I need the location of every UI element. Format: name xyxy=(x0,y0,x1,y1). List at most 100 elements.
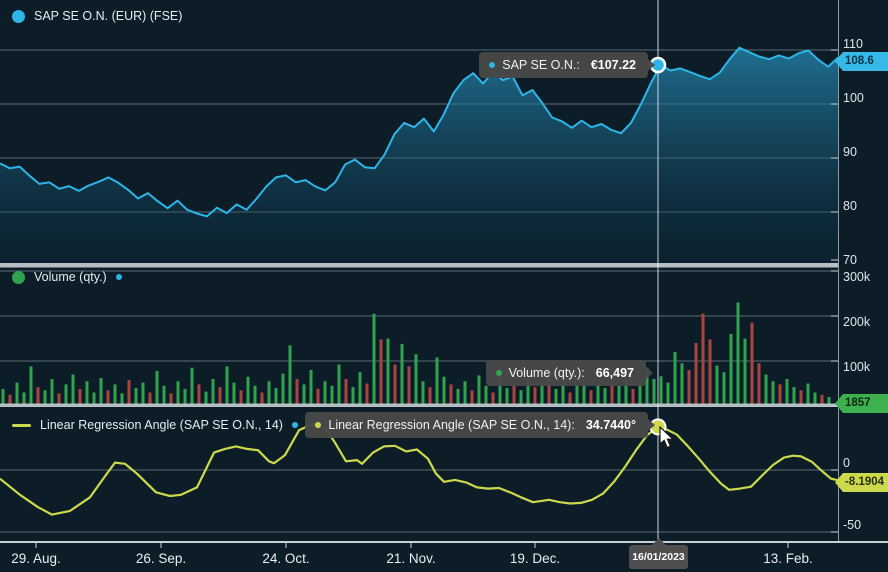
volume-bar[interactable] xyxy=(778,384,782,406)
volume-bar[interactable] xyxy=(435,357,439,406)
volume-bar[interactable] xyxy=(113,384,117,406)
volume-bar[interactable] xyxy=(218,387,222,406)
volume-bar[interactable] xyxy=(50,379,54,406)
volume-bar[interactable] xyxy=(99,378,103,406)
volume-bar[interactable] xyxy=(267,381,271,406)
price-line[interactable] xyxy=(0,46,839,218)
volume-bar[interactable] xyxy=(680,363,684,406)
volume-bar[interactable] xyxy=(491,392,495,407)
volume-bar[interactable] xyxy=(43,390,47,406)
volume-bar[interactable] xyxy=(78,388,82,406)
volume-bar[interactable] xyxy=(554,388,558,406)
volume-bar[interactable] xyxy=(694,343,698,406)
volume-bar[interactable] xyxy=(22,392,26,407)
volume-bar[interactable] xyxy=(274,388,278,406)
volume-bar[interactable] xyxy=(799,390,803,406)
volume-bar[interactable] xyxy=(8,394,12,406)
legend-price-series[interactable]: SAP SE O.N. (EUR) (FSE) xyxy=(12,9,182,23)
volume-bar[interactable] xyxy=(645,367,649,406)
volume-bar[interactable] xyxy=(659,376,663,406)
volume-bar[interactable] xyxy=(533,387,537,406)
volume-bar[interactable] xyxy=(134,388,138,406)
volume-bar[interactable] xyxy=(323,381,327,406)
volume-bar[interactable] xyxy=(813,392,817,407)
volume-bar[interactable] xyxy=(638,384,642,406)
volume-bar[interactable] xyxy=(393,364,397,406)
volume-bar[interactable] xyxy=(526,378,530,406)
volume-bar[interactable] xyxy=(337,364,341,406)
volume-bar[interactable] xyxy=(344,379,348,406)
volume-compare-dot-icon[interactable] xyxy=(115,274,122,280)
volume-bar[interactable] xyxy=(365,383,369,407)
volume-bar[interactable] xyxy=(428,387,432,406)
volume-bar[interactable] xyxy=(603,388,607,406)
volume-bar[interactable] xyxy=(505,388,509,406)
lra-line[interactable] xyxy=(0,423,839,516)
volume-bar[interactable] xyxy=(295,379,299,406)
volume-bar[interactable] xyxy=(400,343,404,406)
volume-bar[interactable] xyxy=(540,381,544,406)
volume-bar[interactable] xyxy=(519,390,523,406)
volume-bar[interactable] xyxy=(71,374,75,407)
volume-bar[interactable] xyxy=(92,392,96,407)
volume-bar[interactable] xyxy=(631,388,635,406)
volume-bar[interactable] xyxy=(582,379,586,406)
volume-bar[interactable] xyxy=(757,363,761,406)
legend-lra-series[interactable]: Linear Regression Angle (SAP SE O.N., 14… xyxy=(12,418,298,432)
volume-bar[interactable] xyxy=(239,390,243,406)
volume-bar[interactable] xyxy=(673,352,677,406)
volume-bar[interactable] xyxy=(253,385,257,406)
volume-bar[interactable] xyxy=(1,388,5,406)
volume-bar[interactable] xyxy=(743,338,747,407)
volume-bar[interactable] xyxy=(288,345,292,406)
volume-bar[interactable] xyxy=(792,387,796,406)
volume-bar[interactable] xyxy=(624,381,628,406)
volume-bar[interactable] xyxy=(561,384,565,406)
volume-bar[interactable] xyxy=(197,384,201,406)
volume-bar[interactable] xyxy=(484,385,488,406)
volume-bar[interactable] xyxy=(225,366,229,406)
volume-bar[interactable] xyxy=(316,388,320,406)
volume-bar[interactable] xyxy=(736,302,740,407)
volume-bar[interactable] xyxy=(351,387,355,406)
volume-bar[interactable] xyxy=(57,393,61,406)
volume-bar[interactable] xyxy=(204,391,208,406)
volume-bar[interactable] xyxy=(148,392,152,407)
volume-bar[interactable] xyxy=(36,387,40,406)
volume-bar[interactable] xyxy=(330,385,334,406)
volume-bar[interactable] xyxy=(176,381,180,406)
volume-bar[interactable] xyxy=(421,381,425,406)
volume-bar[interactable] xyxy=(407,366,411,406)
volume-bar[interactable] xyxy=(29,366,33,406)
volume-bar[interactable] xyxy=(771,381,775,406)
volume-bar[interactable] xyxy=(183,388,187,406)
volume-bar[interactable] xyxy=(477,375,481,406)
volume-bar[interactable] xyxy=(512,382,516,406)
volume-bar[interactable] xyxy=(498,379,502,406)
lra-compare-dot-icon[interactable] xyxy=(291,422,298,428)
volume-bar[interactable] xyxy=(729,334,733,406)
volume-bar[interactable] xyxy=(246,376,250,406)
volume-bar[interactable] xyxy=(386,338,390,407)
volume-bar[interactable] xyxy=(596,383,600,407)
volume-bar[interactable] xyxy=(764,374,768,407)
volume-bar[interactable] xyxy=(575,385,579,406)
volume-bar[interactable] xyxy=(302,384,306,406)
volume-bar[interactable] xyxy=(701,313,705,406)
volume-bar[interactable] xyxy=(547,375,551,406)
volume-bar[interactable] xyxy=(589,390,593,406)
volume-bar[interactable] xyxy=(309,370,313,406)
volume-bar[interactable] xyxy=(127,379,131,406)
volume-bar[interactable] xyxy=(260,392,264,407)
volume-bar[interactable] xyxy=(106,390,110,406)
volume-bar[interactable] xyxy=(715,365,719,407)
volume-bar[interactable] xyxy=(820,394,824,406)
volume-bar[interactable] xyxy=(463,381,467,406)
volume-bar[interactable] xyxy=(15,382,19,406)
legend-volume-series[interactable]: Volume (qty.) xyxy=(12,270,122,284)
volume-bar[interactable] xyxy=(232,382,236,406)
volume-bar[interactable] xyxy=(806,383,810,407)
volume-bar[interactable] xyxy=(827,397,831,406)
volume-bar[interactable] xyxy=(785,379,789,406)
volume-bar[interactable] xyxy=(708,339,712,406)
